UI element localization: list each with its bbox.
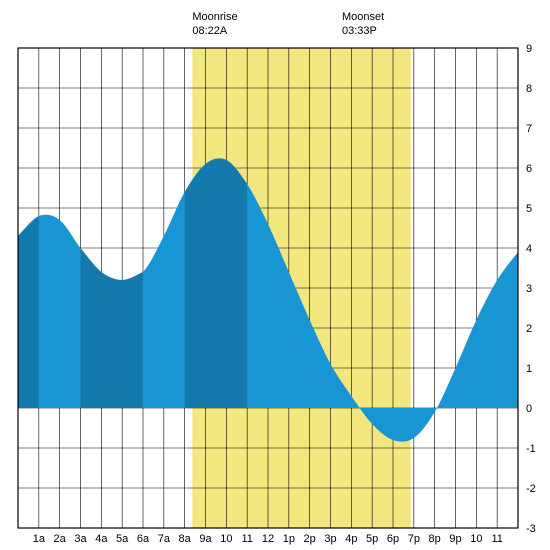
x-tick-label: 6a: [137, 533, 150, 545]
x-tick-label: 5p: [366, 533, 378, 545]
x-tick-label: 12: [262, 533, 274, 545]
x-tick-label: 1p: [283, 533, 295, 545]
x-tick-label: 4a: [95, 533, 108, 545]
moonset-time: 03:33P: [342, 25, 377, 37]
moonrise-time: 08:22A: [192, 25, 228, 37]
y-tick-label: -2: [526, 483, 536, 495]
x-tick-label: 9a: [199, 533, 212, 545]
x-tick-label: 7a: [158, 533, 171, 545]
y-tick-label: 3: [526, 283, 532, 295]
y-tick-label: 8: [526, 83, 532, 95]
x-tick-label: 11: [491, 533, 502, 545]
x-tick-label: 1a: [33, 533, 46, 545]
moonrise-label: Moonrise: [192, 11, 237, 23]
moonset-label: Moonset: [342, 11, 384, 23]
y-tick-label: -3: [526, 523, 536, 535]
y-tick-label: 5: [526, 203, 532, 215]
y-tick-label: 1: [526, 363, 532, 375]
x-tick-label: 10: [470, 533, 482, 545]
x-tick-label: 8p: [429, 533, 441, 545]
y-tick-label: 9: [526, 43, 532, 55]
y-tick-label: 6: [526, 163, 532, 175]
x-tick-label: 10: [220, 533, 232, 545]
x-tick-label: 4p: [345, 533, 357, 545]
x-tick-label: 9p: [449, 533, 461, 545]
x-tick-label: 11: [241, 533, 252, 545]
y-tick-label: -1: [526, 443, 536, 455]
x-tick-label: 7p: [408, 533, 420, 545]
x-tick-label: 8a: [179, 533, 192, 545]
x-tick-label: 6p: [387, 533, 399, 545]
y-tick-label: 0: [526, 403, 532, 415]
x-tick-label: 2a: [54, 533, 67, 545]
tide-shade-2: [183, 158, 249, 408]
x-tick-label: 3a: [74, 533, 87, 545]
x-tick-label: 3p: [324, 533, 336, 545]
y-tick-label: 7: [526, 123, 532, 135]
y-tick-label: 2: [526, 323, 532, 335]
x-tick-label: 5a: [116, 533, 129, 545]
x-tick-label: 2p: [304, 533, 316, 545]
y-tick-label: 4: [526, 243, 532, 255]
chart-svg: 1a2a3a4a5a6a7a8a9a1011121p2p3p4p5p6p7p8p…: [0, 0, 550, 550]
tide-chart: 1a2a3a4a5a6a7a8a9a1011121p2p3p4p5p6p7p8p…: [0, 0, 550, 550]
tide-shade-0: [18, 215, 40, 408]
